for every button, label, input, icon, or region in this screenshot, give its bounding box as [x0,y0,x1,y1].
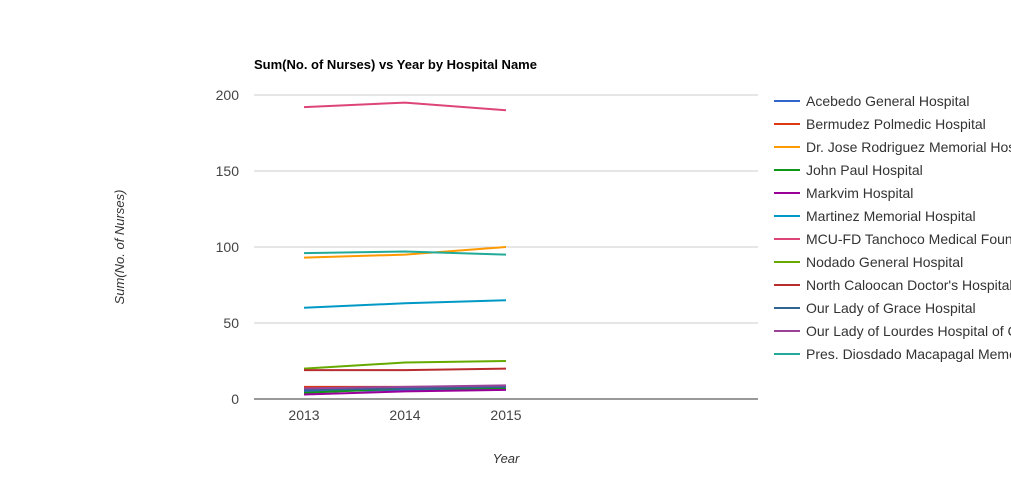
legend-label[interactable]: Our Lady of Grace Hospital [806,300,976,316]
series-line[interactable] [303,384,507,390]
x-axis-title: Year [493,451,520,466]
legend-label[interactable]: Bermudez Polmedic Hospital [806,116,986,132]
legend-label[interactable]: Martinez Memorial Hospital [806,208,976,224]
y-axis-title: Sum(No. of Nurses) [112,190,127,305]
y-tick-label: 150 [216,163,240,179]
axes: 0 50 100 150 200 2013 2014 2015 [216,87,758,423]
legend-label[interactable]: Dr. Jose Rodriguez Memorial Hospital [806,139,1011,155]
series-line[interactable] [303,250,507,256]
x-tick-label: 2014 [389,407,420,423]
x-tick-label: 2015 [490,407,521,423]
series-line[interactable] [303,385,507,391]
series-line[interactable] [303,299,507,309]
series-line[interactable] [303,101,507,112]
y-tick-label: 0 [231,391,239,407]
legend: Acebedo General Hospital Bermudez Polmedi… [774,93,1011,362]
legend-label[interactable]: MCU-FD Tanchoco Medical Foundation [806,231,1011,247]
legend-label[interactable]: John Paul Hospital [806,162,923,178]
y-tick-label: 50 [223,315,239,331]
gridlines [254,94,758,324]
series-line[interactable] [303,246,507,259]
legend-label[interactable]: Acebedo General Hospital [806,93,969,109]
series-lines [303,101,507,396]
legend-label[interactable]: Pres. Diosdado Macapagal Memorial Medica… [806,346,1011,362]
legend-label[interactable]: North Caloocan Doctor's Hospital [806,277,1011,293]
series-line[interactable] [303,360,507,370]
x-tick-label: 2013 [288,407,319,423]
chart-title: Sum(No. of Nurses) vs Year by Hospital N… [254,57,537,72]
legend-label[interactable]: Our Lady of Lourdes Hospital of Caloocan [806,323,1011,339]
series-line[interactable] [303,388,507,396]
y-tick-label: 200 [216,87,240,103]
series-line[interactable] [304,367,507,372]
legend-label[interactable]: Markvim Hospital [806,185,913,201]
y-tick-label: 100 [216,239,240,255]
legend-label[interactable]: Nodado General Hospital [806,254,963,270]
